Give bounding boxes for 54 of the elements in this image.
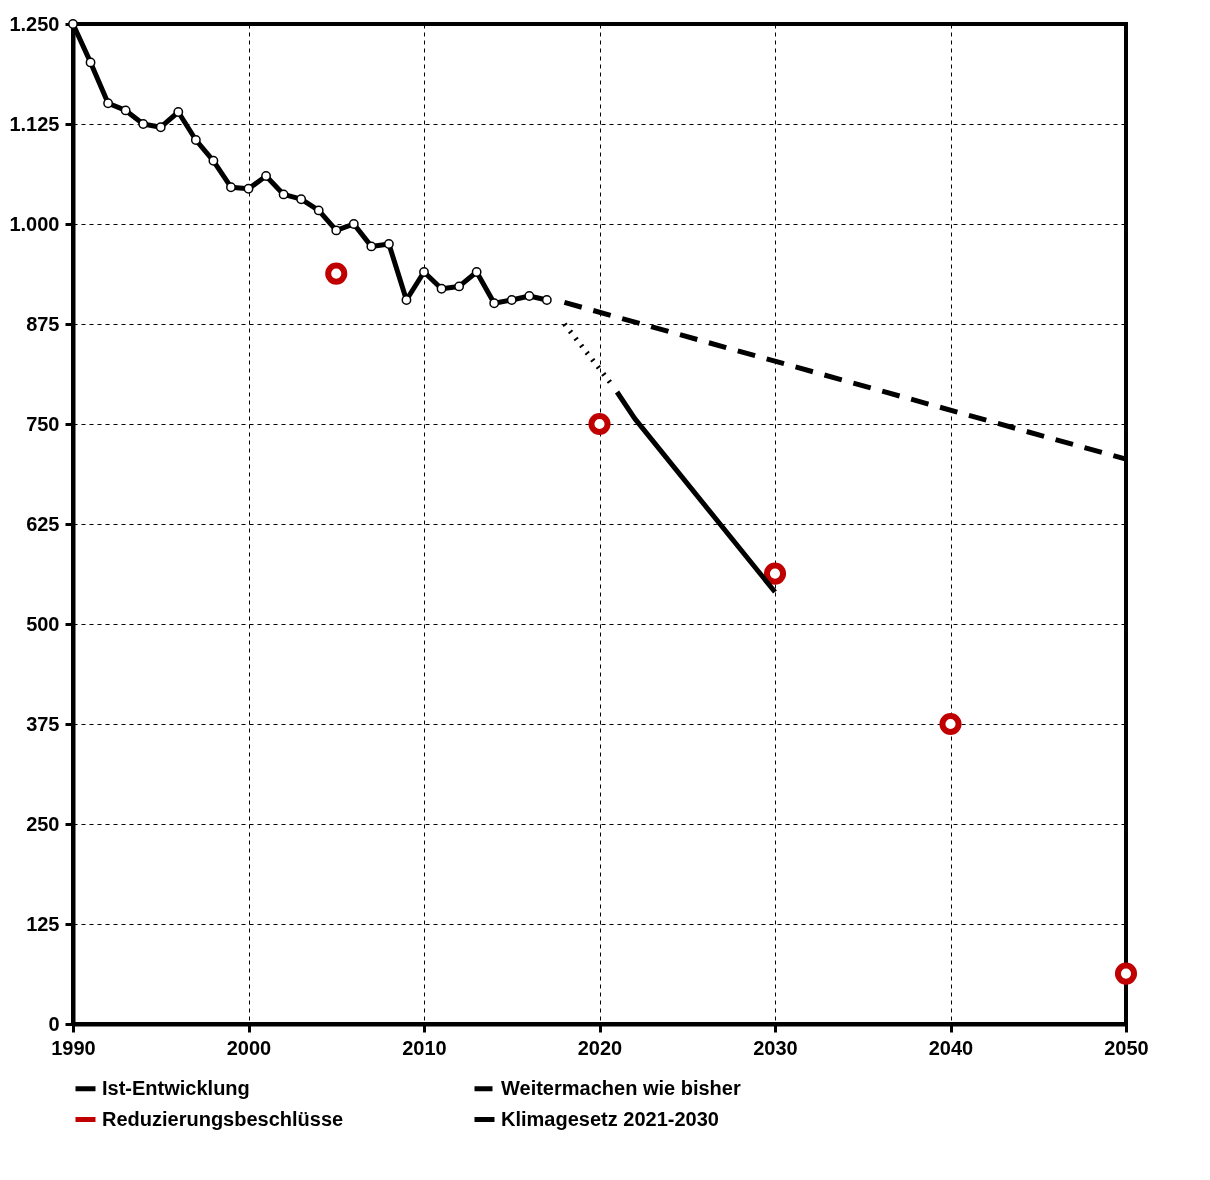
x-tick-label: 2040 xyxy=(928,1036,974,1059)
point xyxy=(261,171,271,181)
point xyxy=(489,298,500,309)
point xyxy=(419,267,429,277)
point xyxy=(401,295,412,305)
legend-label: Klimagesetz 2021-2030 xyxy=(501,1107,719,1130)
point xyxy=(243,183,254,194)
point xyxy=(436,283,447,294)
y-tick-label: 1.125 xyxy=(9,112,60,135)
legend-label: Reduzierungsbeschlüsse xyxy=(102,1107,344,1130)
point xyxy=(588,412,611,436)
point xyxy=(120,105,131,116)
y-tick-label: 1.000 xyxy=(9,212,60,235)
point xyxy=(939,712,962,736)
x-tick-label: 2050 xyxy=(1104,1036,1149,1059)
point xyxy=(471,267,482,277)
point xyxy=(383,239,394,249)
point xyxy=(366,241,377,252)
point xyxy=(524,291,535,301)
point xyxy=(85,57,96,68)
point xyxy=(155,122,166,133)
point xyxy=(506,295,517,305)
point xyxy=(173,107,184,117)
point xyxy=(1114,962,1138,985)
point xyxy=(348,219,359,229)
x-tick-label: 1990 xyxy=(51,1036,96,1059)
point xyxy=(541,295,552,305)
y-tick-label: 750 xyxy=(26,412,60,435)
x-tick-label: 2000 xyxy=(226,1036,272,1059)
y-tick-label: 1.250 xyxy=(9,12,60,35)
point xyxy=(325,262,348,285)
y-tick-label: 375 xyxy=(26,712,60,735)
y-tick-label: 500 xyxy=(26,612,60,635)
point xyxy=(103,98,114,109)
point xyxy=(138,119,149,129)
point xyxy=(763,562,787,585)
x-tick-label: 2030 xyxy=(753,1036,798,1059)
x-tick-label: 2020 xyxy=(577,1036,623,1059)
point xyxy=(454,281,465,292)
y-tick-label: 625 xyxy=(26,512,60,535)
legend-label: Weitermachen wie bisher xyxy=(501,1076,741,1099)
point xyxy=(278,189,289,200)
y-tick-label: 250 xyxy=(26,812,60,835)
y-tick-label: 125 xyxy=(26,912,60,935)
point xyxy=(190,135,201,145)
x-tick-label: 2010 xyxy=(402,1036,447,1059)
point xyxy=(208,155,219,166)
legend-label: Ist-Entwicklung xyxy=(102,1076,250,1099)
point xyxy=(331,225,342,236)
y-tick-label: 0 xyxy=(48,1012,60,1035)
point xyxy=(313,205,324,216)
point xyxy=(226,182,236,193)
y-tick-label: 875 xyxy=(26,312,60,335)
point xyxy=(296,194,307,205)
